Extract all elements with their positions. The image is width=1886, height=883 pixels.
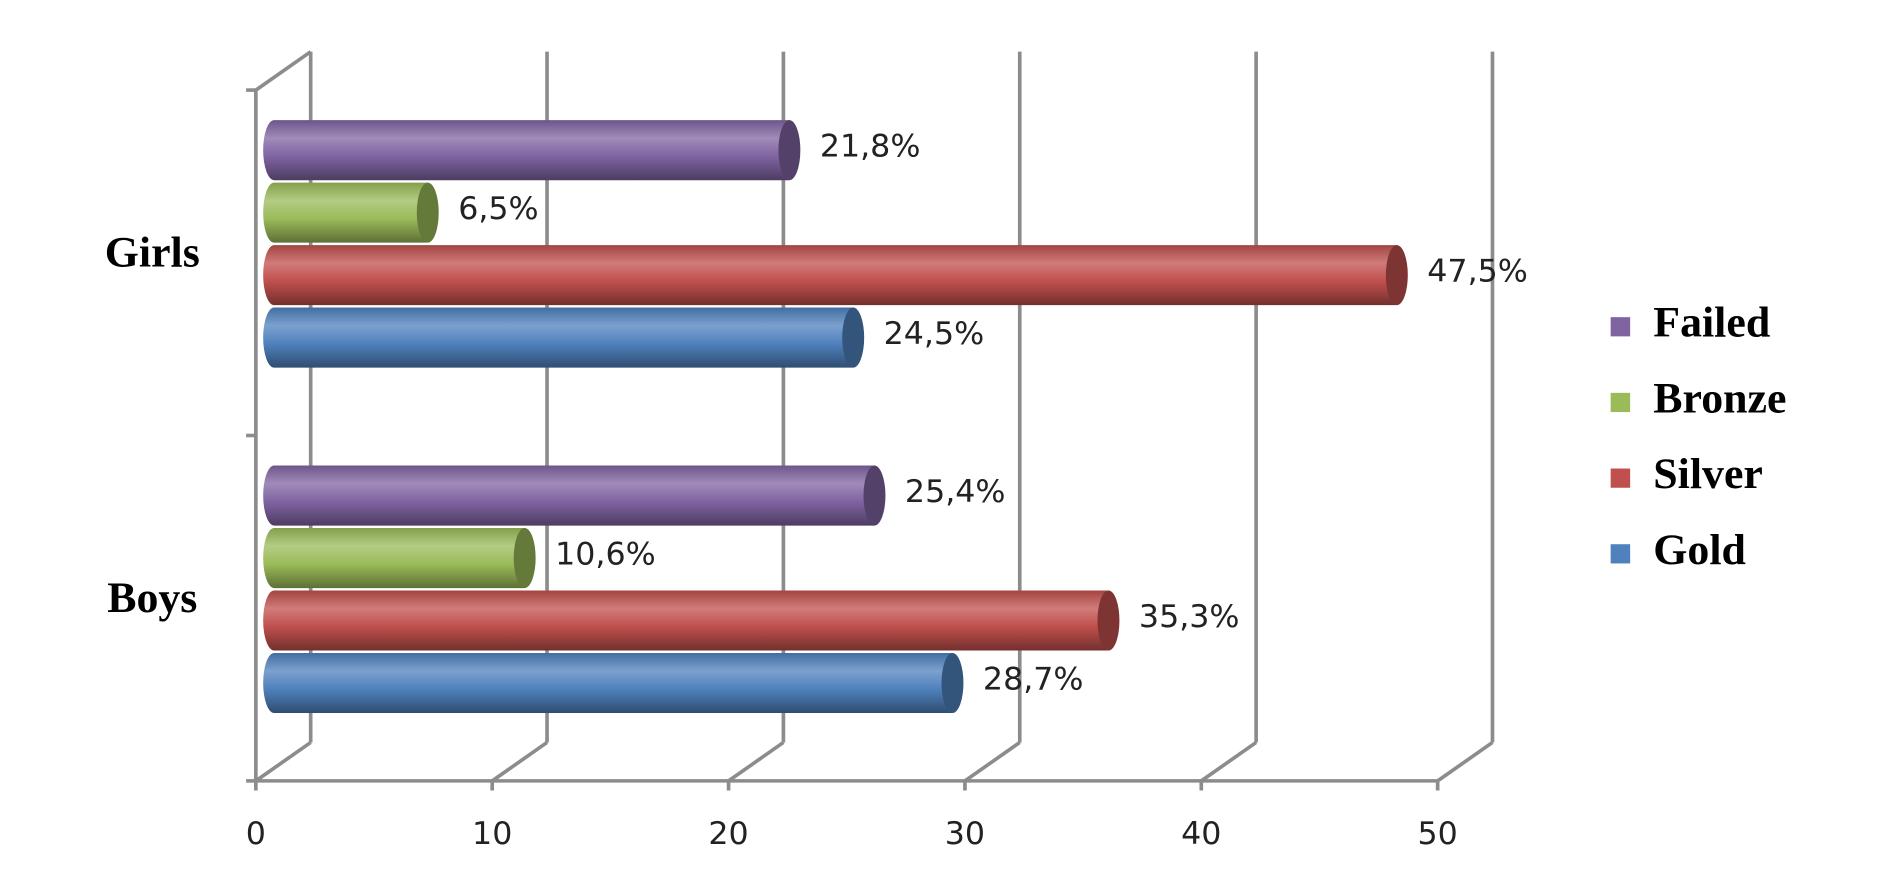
bar-cap — [842, 307, 865, 368]
bar-cap — [513, 527, 536, 589]
x-tick-label: 50 — [1418, 816, 1458, 852]
bar-cap — [416, 182, 439, 243]
grid-line — [1200, 740, 1258, 783]
value-label: 25,4% — [905, 474, 1006, 510]
legend-label: Gold — [1653, 526, 1746, 574]
value-label: 24,5% — [884, 316, 985, 352]
x-tick-label: 10 — [472, 816, 512, 852]
legend-swatch — [1610, 317, 1631, 337]
value-label: 10,6% — [555, 537, 656, 573]
category-label: Girls — [105, 229, 200, 277]
bar-cap — [778, 120, 801, 181]
x-tick-label: 30 — [945, 816, 985, 852]
bar — [263, 527, 536, 589]
bar-cap — [1097, 590, 1120, 651]
value-label: 6,5% — [458, 191, 538, 227]
bar — [263, 590, 1120, 651]
bar-body — [263, 245, 1397, 306]
bar — [263, 307, 865, 368]
bar-body — [263, 307, 854, 368]
x-tick-label: 40 — [1181, 816, 1221, 852]
x-tick-label: 20 — [708, 816, 748, 852]
bar — [263, 120, 801, 181]
legend-label: Bronze — [1653, 375, 1786, 423]
legend-swatch — [1610, 544, 1631, 564]
grid-line — [963, 740, 1021, 783]
bar — [263, 465, 886, 526]
grid-line — [727, 740, 785, 783]
legend-swatch — [1610, 392, 1631, 413]
category-label: Boys — [107, 574, 197, 622]
bar — [263, 652, 964, 714]
bar-cap — [941, 652, 964, 714]
grid-line — [254, 740, 312, 783]
legend-label: Failed — [1653, 299, 1770, 347]
bar-cap — [863, 465, 886, 526]
bar-cap — [1385, 245, 1408, 306]
bar-body — [263, 182, 428, 243]
bar — [263, 245, 1408, 306]
value-label: 28,7% — [983, 662, 1084, 698]
grid-line — [1436, 740, 1494, 783]
bar — [263, 182, 439, 243]
bar-body — [263, 120, 790, 181]
bar-body — [263, 527, 525, 589]
grid-line — [491, 740, 549, 783]
legend-label: Silver — [1653, 450, 1763, 498]
value-label: 35,3% — [1139, 599, 1240, 635]
value-label: 21,8% — [820, 129, 921, 165]
value-label: 47,5% — [1427, 254, 1528, 290]
axis-line — [254, 50, 312, 92]
legend-swatch — [1610, 468, 1631, 488]
bar-body — [263, 652, 953, 714]
bar-body — [263, 465, 875, 526]
bar-body — [263, 590, 1109, 651]
x-tick-label: 0 — [246, 816, 266, 852]
